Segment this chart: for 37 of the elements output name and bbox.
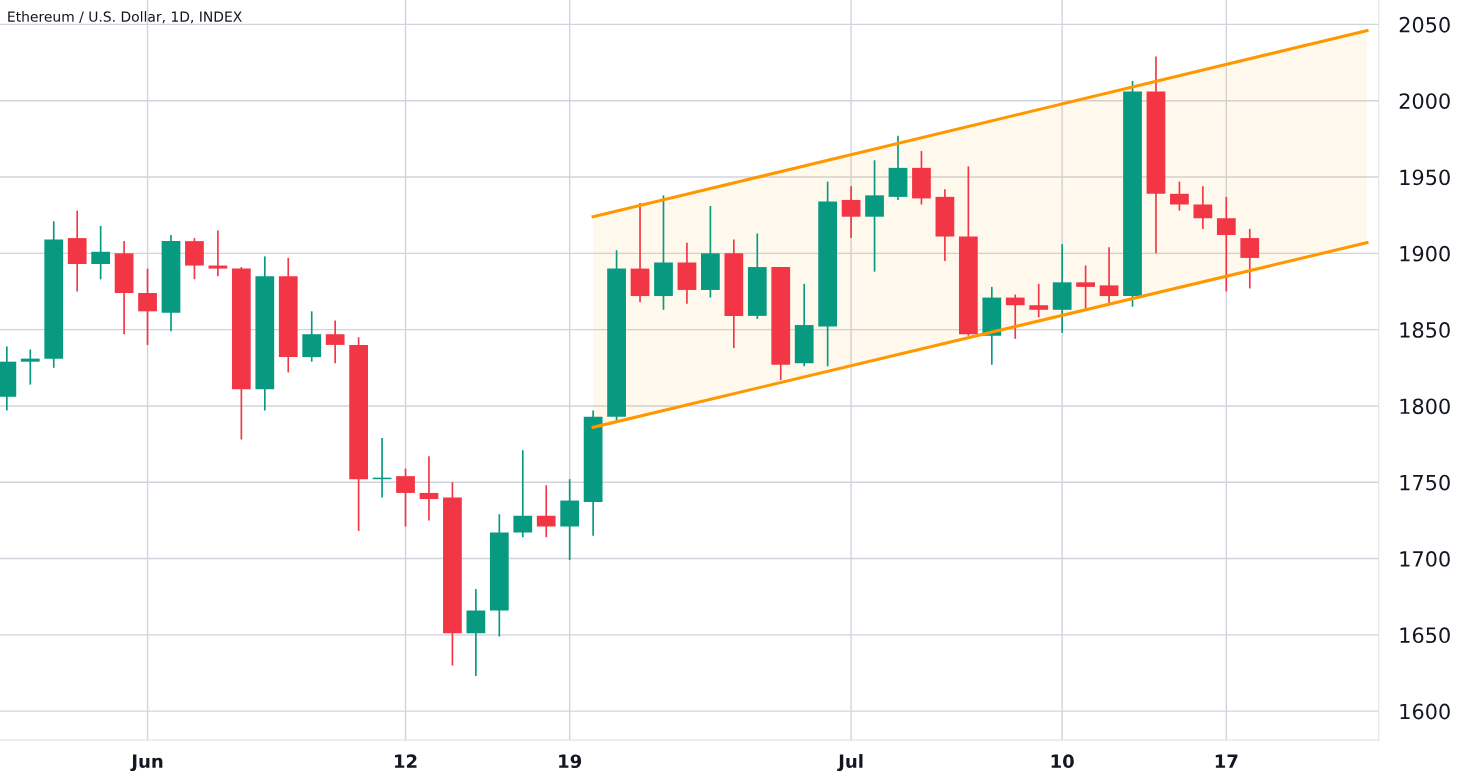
x-tick-label: Jul — [837, 754, 863, 771]
candlestick — [1193, 185, 1213, 230]
candlestick — [1029, 283, 1049, 319]
candlestick — [208, 229, 228, 278]
candlestick — [1005, 293, 1025, 340]
y-tick-label: 1750 — [1400, 474, 1450, 491]
candlestick — [1216, 196, 1236, 293]
candlestick — [536, 484, 556, 539]
candlestick — [466, 588, 486, 677]
candlestick — [1240, 228, 1260, 290]
candlestick — [302, 310, 322, 363]
y-tick-label: 1650 — [1400, 627, 1450, 644]
candlestick — [865, 159, 884, 273]
x-tick-label: 19 — [559, 754, 582, 769]
x-tick-label: 10 — [1051, 754, 1074, 769]
y-tick-label: 1600 — [1400, 703, 1450, 720]
y-tick-label: 1900 — [1400, 245, 1450, 262]
candlestick — [1170, 180, 1189, 212]
y-tick-label: 2000 — [1399, 93, 1450, 109]
candlestick — [513, 449, 533, 539]
y-tick-label: 1800 — [1400, 398, 1450, 415]
y-tick-label: 1700 — [1400, 551, 1450, 567]
y-tick-label: 2050 — [1399, 16, 1450, 33]
candlestick — [91, 225, 111, 281]
candlestick — [419, 455, 439, 522]
y-tick-label: 1950 — [1400, 169, 1450, 186]
candlestick — [20, 348, 40, 386]
y-tick-label: 1850 — [1400, 322, 1450, 338]
candlestick — [325, 319, 345, 365]
x-tick-label: Jun — [130, 754, 163, 771]
text: Ethereum / U.S. Dollar, 1D, INDEX — [8, 11, 242, 24]
candlestick — [1076, 264, 1095, 311]
candlestick — [841, 185, 861, 239]
candlestick — [396, 467, 415, 528]
candlestick — [138, 267, 157, 346]
x-tick-label: 17 — [1215, 754, 1238, 768]
x-tick-label: 12 — [394, 754, 417, 768]
